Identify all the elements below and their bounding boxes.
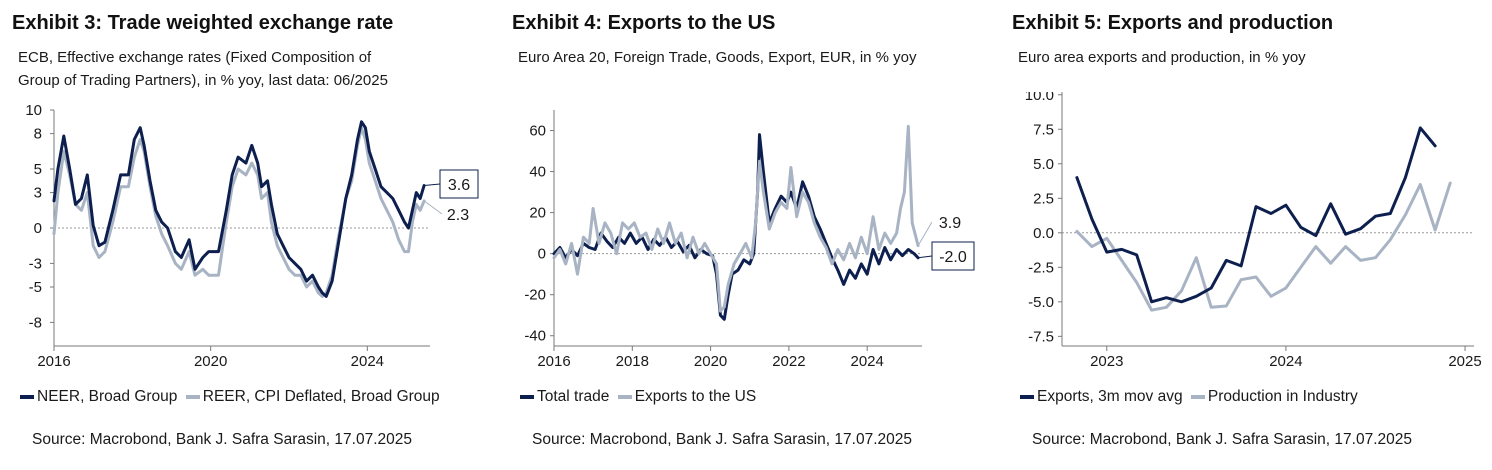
source-note: Source: Macrobond, Bank J. Safra Sarasin… — [532, 431, 912, 448]
y-tick-label: 5 — [34, 161, 42, 178]
y-tick-label: 20 — [529, 205, 546, 222]
x-tick-label: 2024 — [351, 353, 384, 370]
end-label-leader — [424, 183, 441, 187]
end-value-label: -2.0 — [939, 249, 967, 266]
x-tick-label: 2020 — [194, 353, 227, 370]
end-label-leader — [423, 200, 443, 215]
legend-label: REER, CPI Deflated, Broad Group — [202, 388, 440, 405]
end-value-label: 3.9 — [939, 215, 961, 232]
y-tick-label: 5.0 — [1033, 156, 1054, 173]
end-label-leader — [918, 255, 933, 259]
series-line-primary — [52, 120, 426, 298]
y-tick-label: 40 — [529, 164, 546, 181]
end-value-label: 2.3 — [447, 207, 469, 224]
y-tick-label: 0 — [538, 246, 546, 263]
legend: Total trade Exports to the US — [520, 386, 760, 406]
x-tick-label: 2016 — [37, 353, 70, 370]
y-tick-label: -2.5 — [1028, 259, 1054, 276]
legend-item: Production in Industry — [1190, 388, 1358, 406]
source-note: Source: Macrobond, Bank J. Safra Sarasin… — [32, 431, 412, 448]
legend-swatch-navy — [520, 395, 534, 399]
panel-exhibit-5: Exhibit 5: Exports and production Euro a… — [1012, 0, 1482, 470]
legend: NEER, Broad Group REER, CPI Deflated, Br… — [20, 386, 444, 406]
end-value-label: 3.6 — [448, 177, 470, 194]
y-tick-label: -40 — [524, 328, 546, 345]
y-tick-label: -5.0 — [1028, 294, 1054, 311]
legend-item: Exports, 3m mov avg — [1020, 388, 1183, 406]
x-tick-label: 2018 — [616, 353, 649, 370]
legend-label: Production in Industry — [1207, 388, 1358, 405]
x-tick-label: 2016 — [537, 353, 570, 370]
panel-exhibit-3: Exhibit 3: Trade weighted exchange rate … — [12, 0, 482, 470]
chart-exhibit-3: 10 8 5 3 0 -3 -5 -8 2016 2020 2024 3.6 2.3 — [25, 102, 479, 370]
legend-item: Total trade — [520, 388, 609, 406]
chart-title: Exhibit 5: Exports and production — [1012, 12, 1334, 34]
chart-title: Exhibit 3: Trade weighted exchange rate — [12, 12, 394, 34]
y-tick-label: -8 — [29, 314, 42, 331]
y-tick-label: 10 — [25, 102, 42, 119]
y-tick-label: -3 — [29, 255, 42, 272]
end-label-box — [442, 202, 474, 226]
panel-exhibit-4: Exhibit 4: Exports to the US Euro Area 2… — [512, 0, 982, 470]
legend: Exports, 3m mov avg Production in Indust… — [1020, 386, 1362, 406]
end-label-box — [932, 210, 968, 234]
chart-subtitle: Euro Area 20, Foreign Trade, Goods, Expo… — [518, 49, 917, 66]
x-tick-label: 2024 — [1269, 353, 1302, 370]
x-tick-label: 2022 — [772, 353, 805, 370]
y-tick-label: 0 — [34, 220, 42, 237]
y-tick-label: 2.5 — [1033, 190, 1054, 207]
series-line-secondary — [1075, 181, 1452, 312]
y-tick-label: 0.0 — [1033, 225, 1054, 242]
x-tick-label: 2025 — [1448, 353, 1481, 370]
series-line-primary — [1075, 126, 1437, 304]
y-tick-label: 60 — [529, 123, 546, 140]
x-tick-label: 2024 — [851, 353, 884, 370]
y-tick-label: -20 — [524, 287, 546, 304]
chart-exhibit-4: 60 40 20 0 -20 -40 2016 2018 2020 2022 2024 3.9 -2.0 — [524, 110, 975, 370]
x-tick-label: 2020 — [694, 353, 727, 370]
chart-subtitle: ECB, Effective exchange rates (Fixed Com… — [18, 49, 388, 89]
chart-title: Exhibit 4: Exports to the US — [512, 12, 776, 34]
legend-label: Total trade — [537, 388, 610, 405]
legend-label: NEER, Broad Group — [37, 388, 178, 405]
legend-item: REER, CPI Deflated, Broad Group — [185, 388, 440, 406]
source-note: Source: Macrobond, Bank J. Safra Sarasin… — [1032, 431, 1412, 448]
legend-item: Exports to the US — [617, 388, 757, 406]
chart-subtitle: Euro area exports and production, in % y… — [1018, 49, 1306, 66]
legend-swatch-grey — [617, 395, 632, 399]
legend-swatch-grey — [185, 395, 200, 399]
legend-item: NEER, Broad Group — [20, 388, 177, 406]
legend-label: Exports, 3m mov avg — [1037, 388, 1183, 405]
legend-swatch-navy — [20, 395, 34, 399]
series-line-secondary — [552, 124, 920, 313]
end-label-box — [439, 169, 479, 199]
y-tick-label: 3 — [34, 185, 42, 202]
end-label-box — [931, 241, 975, 271]
chart-exhibit-5: 10.0 7.5 5.0 2.5 0.0 -2.5 -5.0 -7.5 2023 2024 2025 — [1025, 92, 1482, 370]
y-tick-label: 8 — [34, 126, 42, 143]
y-tick-label: 7.5 — [1033, 121, 1054, 138]
legend-swatch-navy — [1020, 395, 1034, 399]
legend-swatch-grey — [1190, 395, 1205, 399]
y-tick-label: 10.0 — [1025, 92, 1054, 104]
y-tick-label: -7.5 — [1028, 328, 1054, 345]
legend-label: Exports to the US — [634, 388, 757, 405]
end-label-leader — [917, 221, 933, 246]
series-line-secondary — [52, 126, 426, 298]
y-tick-label: -5 — [29, 279, 42, 296]
x-tick-label: 2023 — [1090, 353, 1123, 370]
